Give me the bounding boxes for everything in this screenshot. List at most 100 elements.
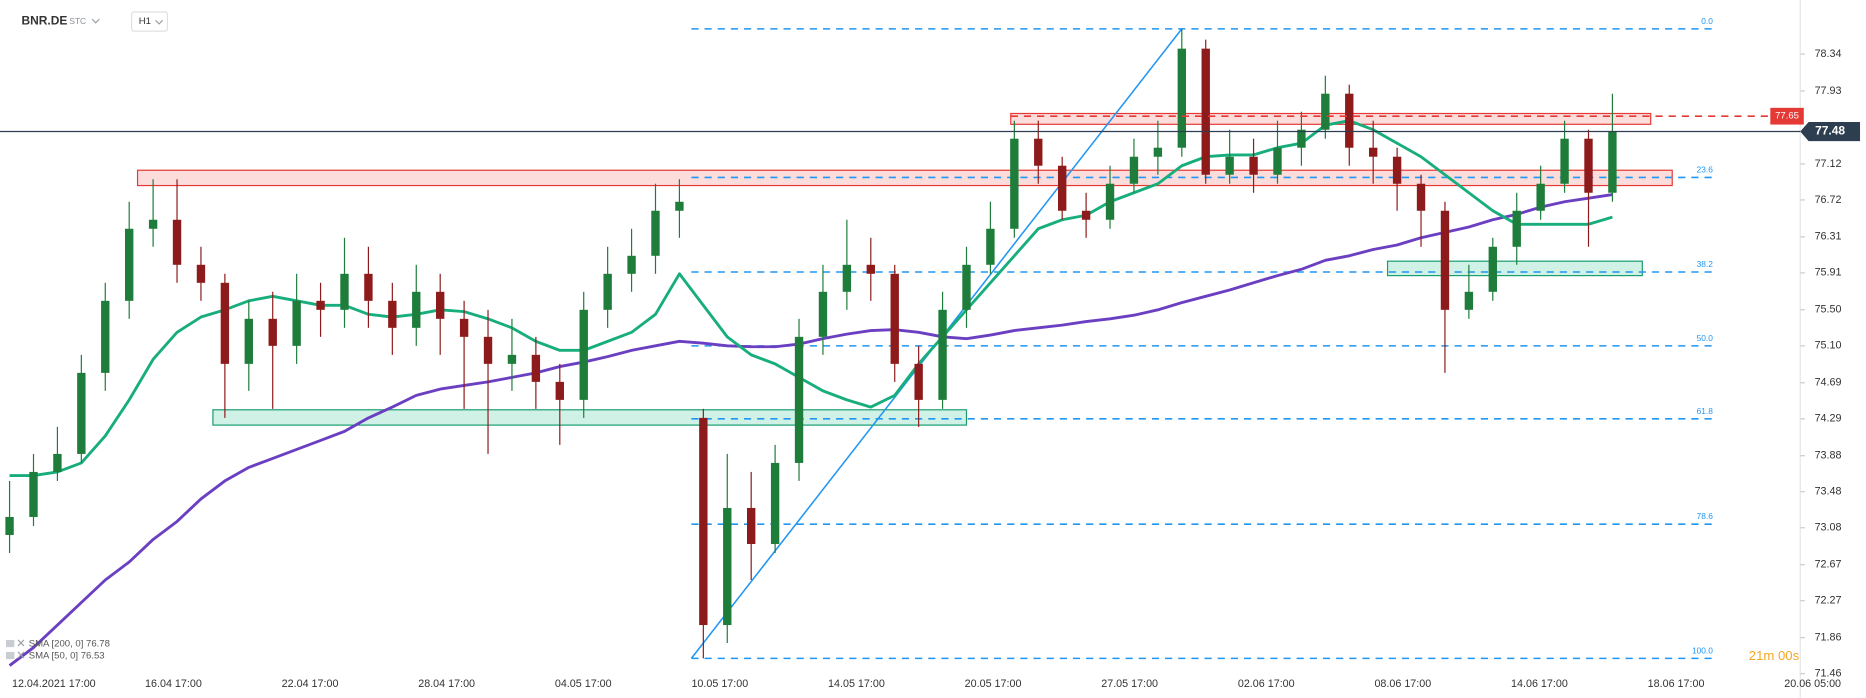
- candle-body: [1249, 156, 1258, 175]
- y-tick-label: 74.29: [1815, 413, 1842, 425]
- candle-body: [124, 228, 134, 301]
- last-price-label: 77.48: [1815, 124, 1845, 138]
- y-tick-label: 78.34: [1815, 48, 1842, 60]
- legend-name: SMA [50, 0]: [29, 650, 78, 661]
- candle-body: [364, 273, 373, 301]
- y-tick-label: 71.86: [1815, 631, 1842, 643]
- dropdown-caret[interactable]: [91, 18, 100, 24]
- candle-body: [723, 507, 732, 626]
- candle-body: [1416, 183, 1426, 211]
- candle-body: [890, 273, 899, 364]
- x-tick-label: 28.04 17:00: [418, 678, 475, 690]
- candle-body: [5, 516, 14, 535]
- candle-body: [1536, 183, 1545, 211]
- candle-body: [818, 291, 828, 337]
- candle-body: [1057, 165, 1067, 211]
- countdown: 21m 00s: [1749, 648, 1800, 663]
- candle-body: [244, 318, 253, 364]
- x-tick-label: 22.04 17:00: [282, 678, 339, 690]
- y-tick-label: 75.91: [1815, 267, 1842, 279]
- candle-body: [435, 291, 445, 319]
- y-tick-label: 72.67: [1815, 559, 1842, 571]
- legend-close[interactable]: [17, 639, 25, 647]
- interval[interactable]: H1: [139, 16, 151, 27]
- candle-body: [1225, 156, 1234, 175]
- candle-body: [1392, 156, 1402, 184]
- y-tick-label: 71.46: [1815, 668, 1842, 680]
- candle-body: [53, 453, 62, 472]
- candle-body: [579, 309, 588, 400]
- y-tick-label: 73.48: [1815, 486, 1842, 498]
- candle-body: [866, 264, 875, 274]
- moving-average: [8, 193, 1613, 667]
- y-tick-label: 73.08: [1815, 522, 1842, 534]
- candle-body: [1584, 138, 1593, 193]
- candle-body: [1512, 210, 1521, 247]
- candle-body: [675, 201, 684, 211]
- price-zone: [212, 409, 968, 426]
- x-tick-label: 12.04.2021 17:00: [12, 678, 96, 690]
- y-tick-label: 76.31: [1815, 231, 1842, 243]
- legend-icon: [5, 651, 15, 660]
- y-tick-label: 74.69: [1815, 377, 1842, 389]
- y-tick-label: 77.93: [1815, 85, 1842, 97]
- candle-body: [1201, 48, 1210, 175]
- badge: STC: [69, 16, 86, 26]
- x-tick-label: 16.04 17:00: [145, 678, 202, 690]
- candle-body: [699, 417, 708, 626]
- candle-body: [340, 273, 349, 310]
- fib-label: 23.6: [1697, 164, 1714, 174]
- candle-body: [986, 228, 995, 265]
- candle-body: [603, 273, 612, 310]
- fib-label: 100.0: [1692, 645, 1713, 655]
- y-tick-label: 72.27: [1815, 595, 1842, 607]
- legend-value: 76.53: [81, 650, 105, 661]
- y-tick-label: 77.12: [1815, 158, 1842, 170]
- y-tick-label: 75.10: [1815, 340, 1842, 352]
- price-zone: [1010, 112, 1652, 125]
- price-zone: [1386, 260, 1643, 277]
- candle-body: [1105, 183, 1115, 220]
- candle-body: [1177, 48, 1186, 148]
- x-tick-label: 20.05 17:00: [965, 678, 1022, 690]
- candle-body: [388, 300, 397, 328]
- candle-body: [172, 219, 182, 265]
- interval-caret: [155, 19, 164, 25]
- candle-body: [412, 291, 421, 328]
- fib-label: 0.0: [1701, 16, 1713, 26]
- candle-body: [1297, 129, 1306, 148]
- candle-body: [627, 255, 636, 274]
- legend-name: SMA [200, 0]: [29, 638, 84, 649]
- candle-body: [1345, 93, 1354, 148]
- candle-body: [483, 336, 493, 364]
- y-tick-label: 76.72: [1815, 194, 1842, 206]
- candle-body: [1608, 131, 1617, 193]
- candle-body: [1034, 138, 1043, 166]
- candle-body: [77, 372, 86, 454]
- alert-label: 77.65: [1775, 111, 1799, 122]
- legend-close[interactable]: [17, 651, 25, 659]
- candle-body: [938, 309, 947, 400]
- candle-body: [1464, 291, 1474, 310]
- interval-button[interactable]: [130, 11, 169, 32]
- fib-label: 50.0: [1697, 333, 1714, 343]
- candle-body: [29, 471, 38, 517]
- fib-label: 38.2: [1697, 259, 1714, 269]
- fib-label: 78.6: [1697, 511, 1714, 521]
- candle-body: [220, 282, 230, 364]
- candle-body: [1368, 147, 1378, 157]
- candle-body: [292, 300, 301, 346]
- symbol: BNR.DE: [22, 14, 68, 28]
- candle-body: [1440, 210, 1450, 310]
- legend-entry: SMA [200, 0] 76.78: [29, 638, 110, 649]
- candle-body: [1560, 138, 1569, 184]
- candle-body: [1129, 156, 1139, 184]
- x-tick-label: 02.06 17:00: [1238, 678, 1295, 690]
- x-tick-label: 27.05 17:00: [1101, 678, 1158, 690]
- x-tick-label: 04.05 17:00: [555, 678, 612, 690]
- alert-box: [1770, 107, 1804, 125]
- y-tick-label: 75.50: [1815, 304, 1842, 316]
- x-tick-label: 08.06 17:00: [1374, 678, 1431, 690]
- x-tick-label: 20.06 05:00: [1784, 678, 1841, 690]
